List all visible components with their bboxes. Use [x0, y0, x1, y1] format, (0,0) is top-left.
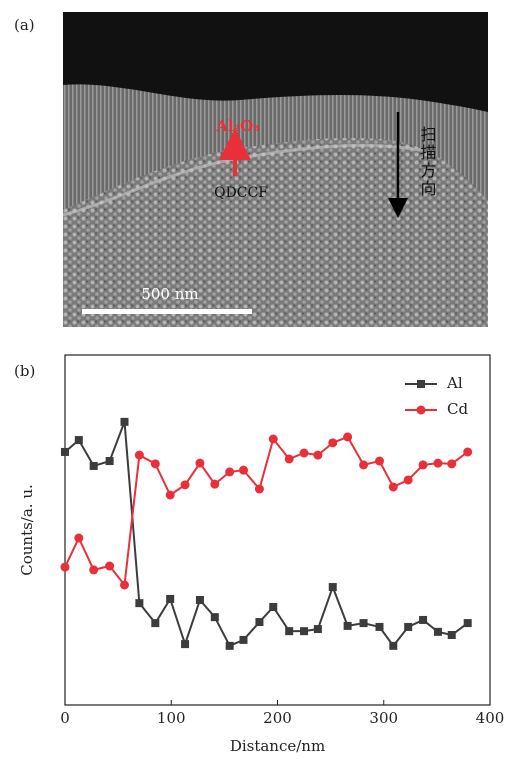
marker [89, 565, 99, 575]
marker [60, 562, 70, 572]
chart: 0 100 200 300 400 Distance/nm Counts/a. u. Al Cd [18, 354, 505, 755]
marker [225, 467, 235, 477]
marker [433, 627, 442, 636]
marker [105, 457, 114, 466]
series-line [64, 421, 469, 648]
scale-label: 500 nm [141, 285, 198, 303]
panel-label: (a) [14, 16, 35, 34]
legend-marker [417, 380, 425, 388]
series-line [64, 435, 469, 588]
sem-image [62, 12, 488, 327]
marker [239, 635, 248, 644]
coating-label: Al₂O₃ [215, 117, 260, 135]
marker [419, 615, 428, 624]
legend-label: Al [446, 374, 463, 392]
fiber-label: QDCCF [214, 185, 268, 201]
marker [195, 596, 204, 604]
marker [181, 640, 190, 649]
marker [299, 448, 309, 458]
marker [463, 447, 473, 457]
marker [74, 436, 83, 445]
marker [388, 482, 398, 492]
x-tick-label: 200 [263, 709, 292, 727]
marker [225, 641, 234, 650]
marker [210, 613, 219, 622]
marker [165, 490, 175, 500]
marker [375, 456, 384, 466]
legend-label: Cd [447, 400, 468, 418]
marker [61, 447, 69, 456]
marker [180, 480, 190, 490]
marker [359, 619, 368, 628]
marker [254, 484, 264, 494]
legend-marker [416, 405, 426, 415]
marker [463, 619, 472, 628]
marker [210, 479, 220, 489]
marker [433, 458, 443, 468]
marker [134, 450, 144, 460]
marker [150, 459, 160, 469]
marker [74, 533, 84, 543]
marker [375, 622, 384, 631]
marker [313, 450, 323, 460]
marker [359, 460, 369, 470]
marker [89, 461, 98, 470]
marker [389, 641, 398, 650]
marker [343, 432, 353, 442]
marker [195, 458, 205, 468]
marker [285, 627, 294, 636]
marker [447, 631, 456, 639]
marker [418, 460, 428, 470]
marker [343, 621, 352, 630]
marker [135, 599, 144, 608]
marker [284, 454, 294, 464]
plot-frame [64, 354, 491, 706]
y-axis-title: Counts/a. u. [18, 484, 36, 576]
marker [239, 465, 248, 475]
marker [151, 619, 160, 628]
x-axis-title: Distance/nm [230, 737, 325, 755]
marker [447, 459, 457, 469]
marker [105, 561, 115, 571]
x-tick-label: 300 [369, 709, 398, 727]
panel-label: (b) [14, 362, 35, 380]
marker [120, 580, 129, 590]
marker [255, 618, 264, 627]
scan-label: 扫描方向 [418, 126, 437, 198]
marker [269, 603, 278, 611]
marker [268, 434, 278, 444]
marker [328, 583, 337, 592]
marker [403, 475, 413, 485]
marker [404, 622, 413, 631]
x-tick-label: 0 [60, 709, 70, 727]
marker [300, 627, 309, 636]
x-tick-label: 400 [476, 709, 505, 727]
marker [328, 438, 338, 448]
marker [166, 594, 175, 603]
marker [313, 625, 322, 634]
marker [120, 417, 129, 426]
x-tick-label: 100 [157, 709, 186, 727]
